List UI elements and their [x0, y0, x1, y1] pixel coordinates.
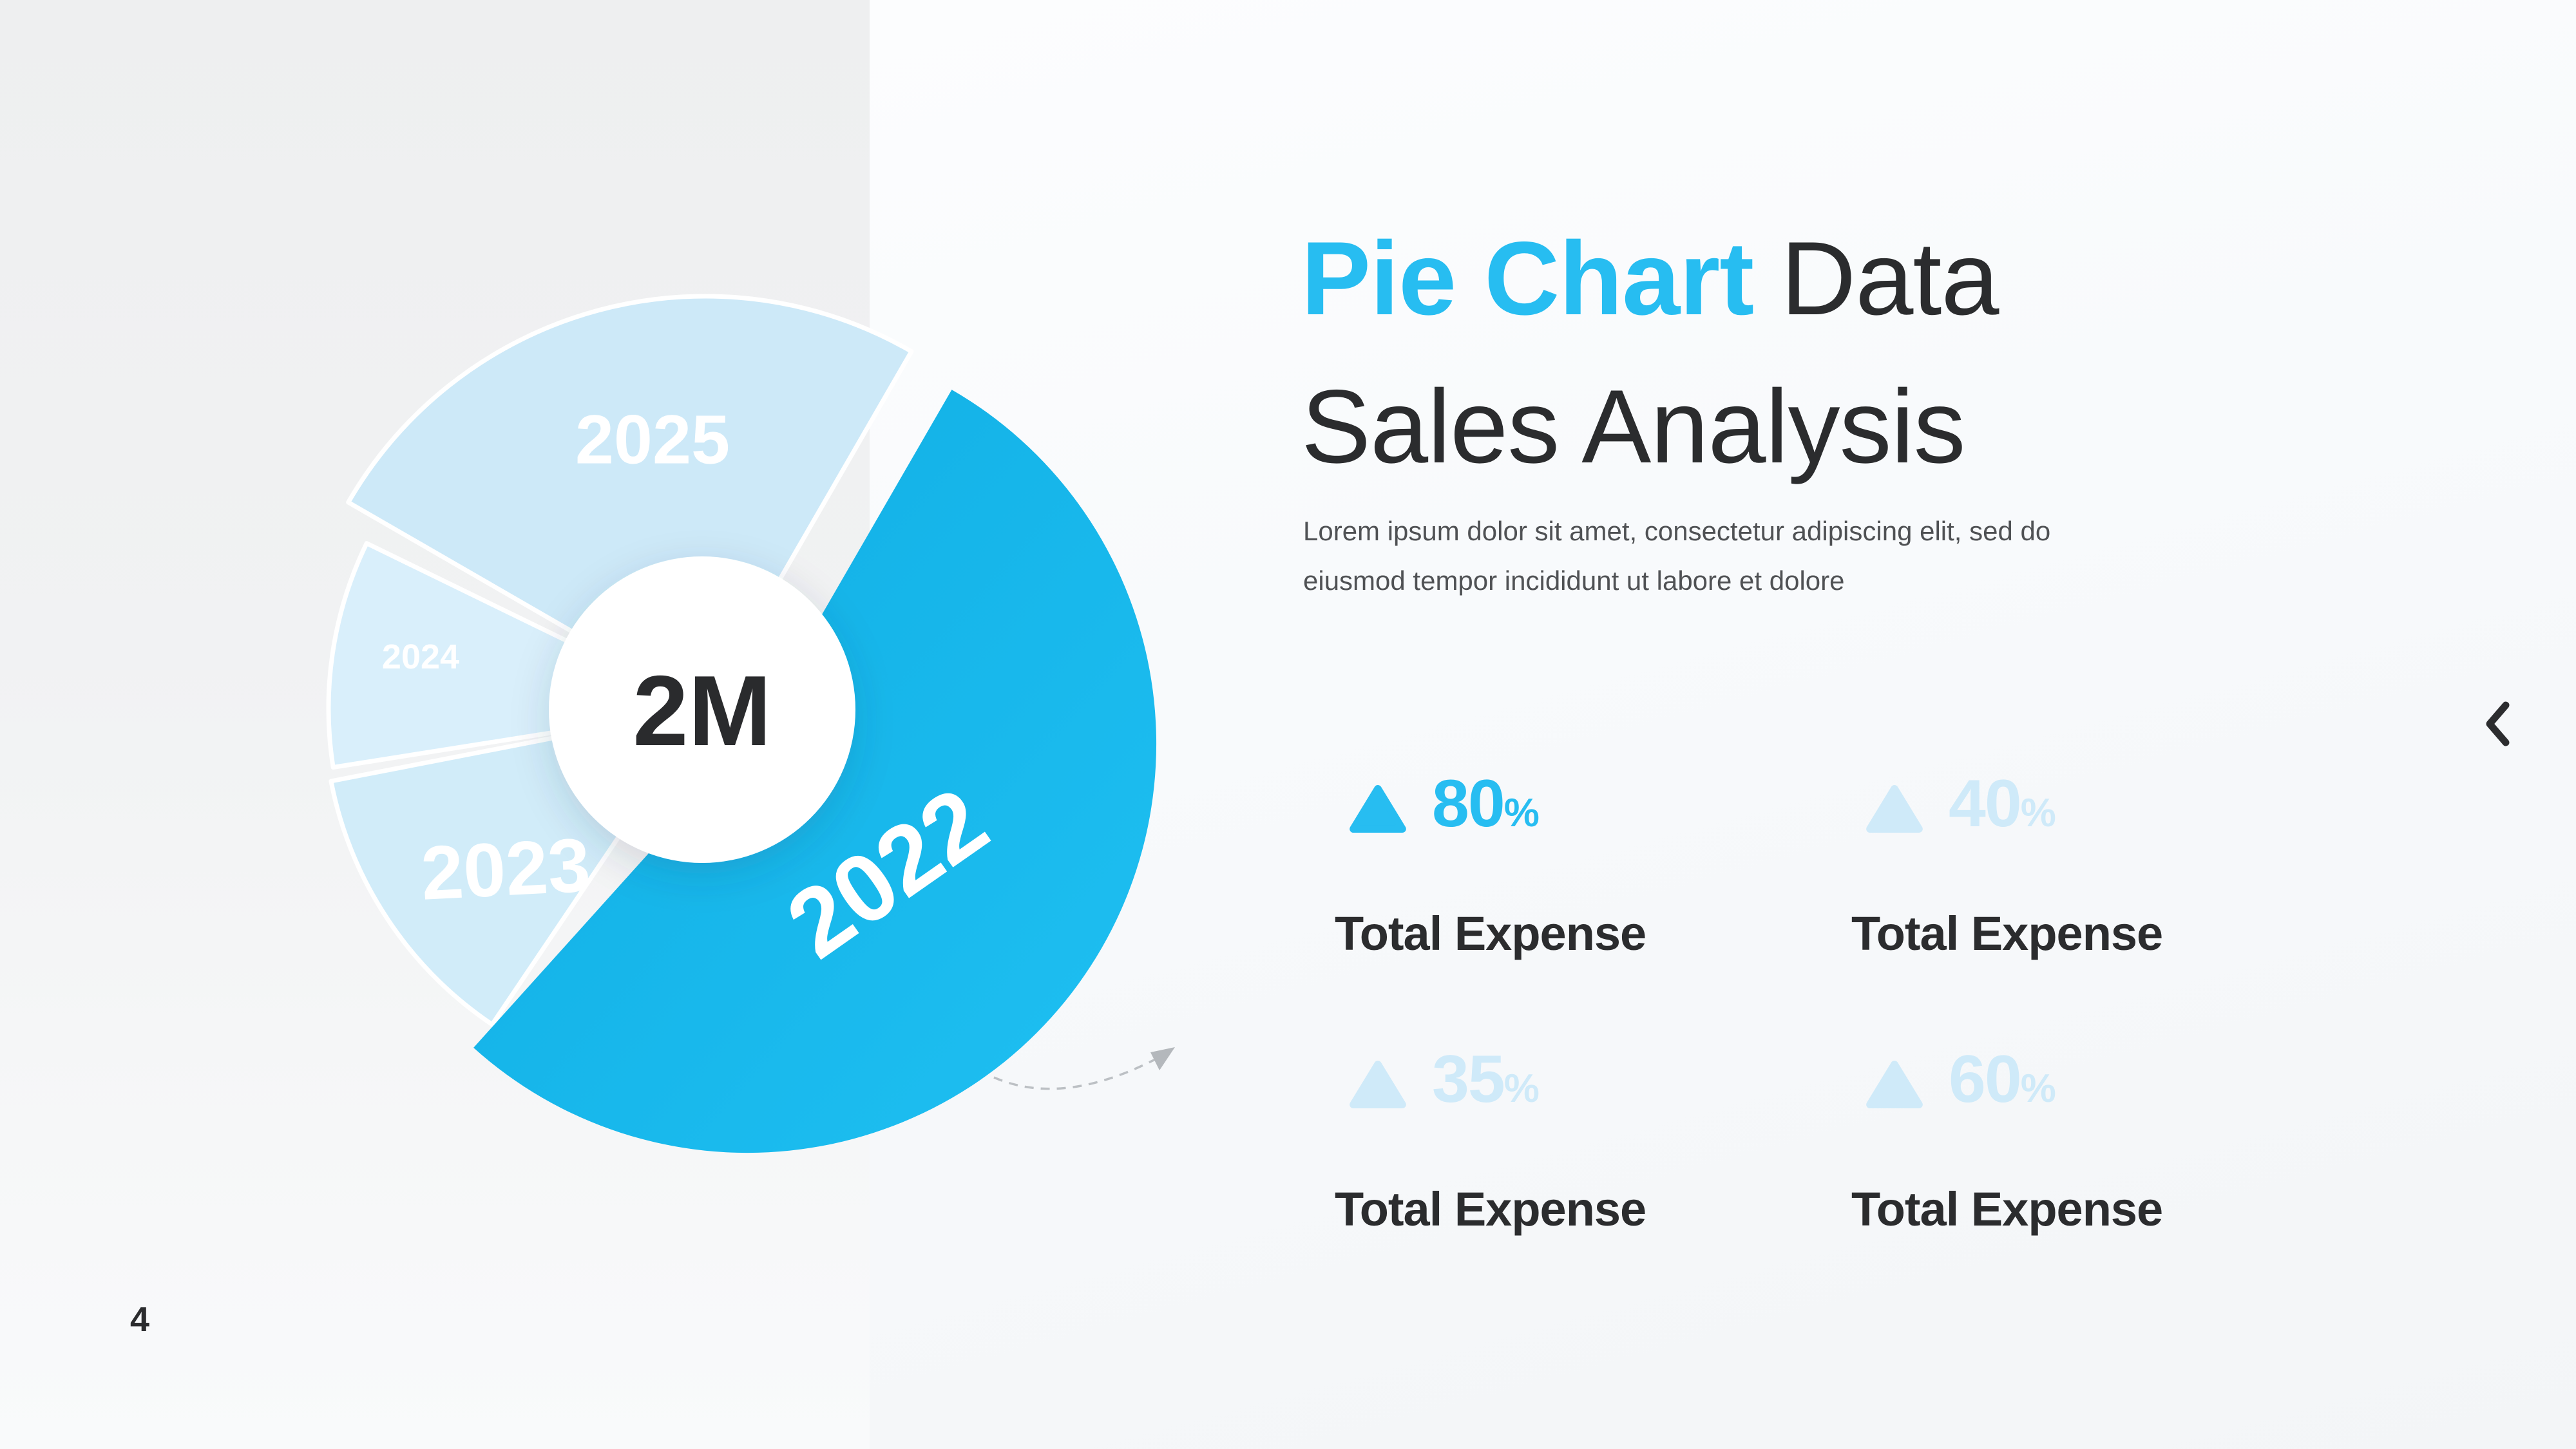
stat-label: Total Expense [1851, 907, 2163, 960]
title-line-1: Pie Chart Data [1301, 205, 1999, 353]
stat-block-2: 40% Total Expense [1851, 770, 2329, 961]
up-triangle-icon [1866, 784, 1923, 833]
pie-center-circle [549, 556, 855, 863]
pie-center-value: 2M [633, 655, 771, 766]
title-highlight: Pie Chart [1301, 220, 1754, 337]
stat-label: Total Expense [1851, 1182, 2163, 1236]
stat-value: 80% [1432, 766, 1540, 841]
up-triangle-icon [1350, 784, 1406, 833]
pie-slice-label-2024: 2024 [382, 638, 459, 676]
up-triangle-icon [1866, 1060, 1923, 1109]
chevron-left-icon[interactable] [2481, 699, 2515, 748]
pie-slice-label-2023: 2023 [419, 822, 592, 916]
stat-label: Total Expense [1335, 907, 1646, 960]
stat-block-1: 80% Total Expense [1335, 770, 1812, 961]
curved-arrow-icon [993, 1047, 1175, 1090]
pie-slice-2025 [346, 294, 914, 711]
stat-value: 40% [1949, 766, 2056, 841]
stat-value: 60% [1949, 1042, 2056, 1117]
page-number: 4 [130, 1300, 150, 1339]
stat-block-3: 35% Total Expense [1335, 1046, 1812, 1236]
up-triangle-icon [1350, 1060, 1406, 1109]
stat-label: Total Expense [1335, 1182, 1646, 1236]
stat-block-4: 60% Total Expense [1851, 1046, 2329, 1236]
description-text: Lorem ipsum dolor sit amet, consectetur … [1303, 516, 2051, 596]
stat-value: 35% [1432, 1042, 1540, 1117]
title-line-2: Sales Analysis [1301, 368, 1966, 485]
title-rest: Data [1780, 220, 1999, 337]
pie-slice-label-2025: 2025 [575, 401, 730, 478]
page-title: Pie Chart Data Sales Analysis [1301, 205, 1999, 501]
